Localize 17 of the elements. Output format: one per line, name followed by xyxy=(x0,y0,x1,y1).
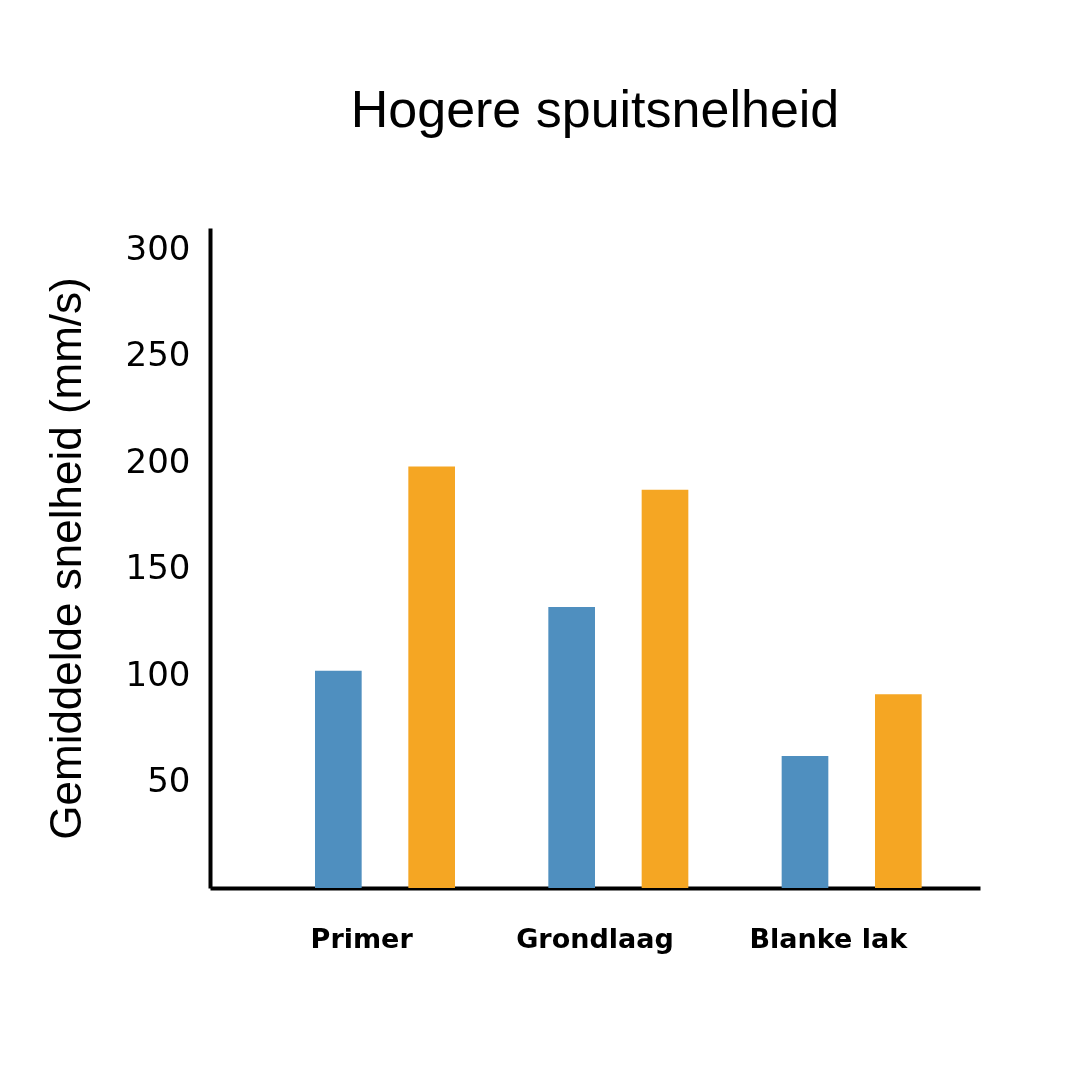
y-tick-label: 50 xyxy=(147,760,191,801)
y-tick-label: 250 xyxy=(125,334,191,375)
bar xyxy=(548,606,595,888)
bar xyxy=(875,694,922,888)
y-axis-title: Gemiddelde snelheid (mm/s) xyxy=(40,277,90,840)
y-tick-label: 200 xyxy=(125,440,191,481)
x-tick-label: Blanke lak xyxy=(749,922,909,954)
chart-title: Hogere spuitsnelheid xyxy=(350,80,840,138)
bar xyxy=(781,756,829,888)
y-tick-label: 100 xyxy=(125,653,191,694)
y-tick-label: 300 xyxy=(125,227,191,268)
x-tick-label: Primer xyxy=(310,922,414,954)
bar xyxy=(641,489,689,888)
bar xyxy=(315,670,362,888)
x-tick-label: Grondlaag xyxy=(516,922,674,954)
bar xyxy=(408,466,455,888)
y-tick-label: 150 xyxy=(125,547,191,588)
